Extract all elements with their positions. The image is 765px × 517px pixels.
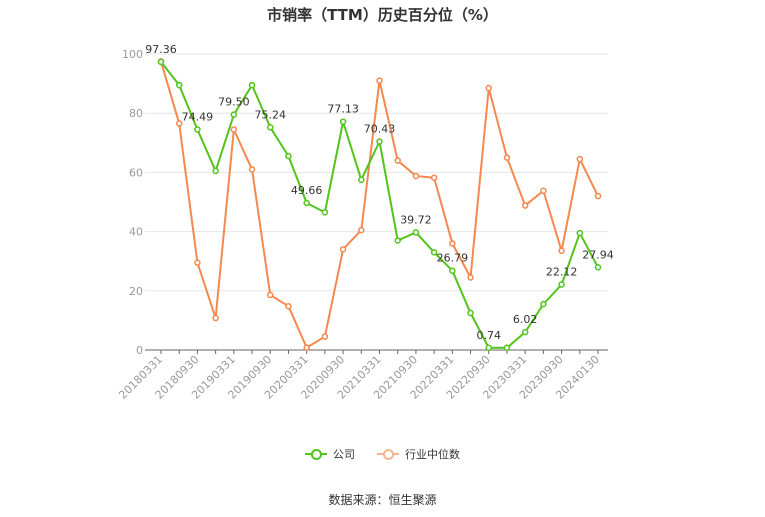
data-point-industry [576,155,584,163]
y-tick-label: 80 [129,107,143,120]
data-point-company [485,344,492,352]
data-point-company [540,300,547,308]
legend-label-industry: 行业中位数 [405,448,460,461]
data-point-industry [540,187,547,195]
data-point-industry [376,77,383,84]
data-point-industry [339,246,347,253]
data-point-industry [230,126,238,133]
legend-item-company[interactable]: 公司 [305,446,355,462]
data-point-industry [558,247,565,255]
data-point-company [558,281,565,288]
data-label-company: 70.43 [364,123,396,136]
data-point-industry [430,174,438,181]
data-point-company [321,209,329,216]
legend-marker-company [305,448,327,460]
data-label-company: 6.02 [513,313,538,326]
data-point-industry [412,172,420,180]
data-point-industry [521,202,529,209]
data-point-industry [267,291,274,299]
legend: 公司 行业中位数 [0,446,765,462]
data-point-company [430,249,438,256]
data-point-company [412,229,420,236]
data-label-company: 77.13 [327,103,359,116]
data-point-industry [303,344,310,351]
data-point-industry [321,333,329,340]
data-label-company: 49.66 [291,184,323,197]
data-point-industry [467,274,474,281]
data-point-company [576,229,584,237]
data-point-company [194,126,201,133]
data-label-company: 22.12 [546,266,578,279]
data-point-industry [175,120,183,127]
data-point-industry [212,314,219,322]
data-point-company [594,264,602,271]
data-label-company: 97.36 [145,43,177,56]
data-point-company [212,167,219,175]
data-point-industry [285,302,292,310]
data-point-company [157,58,165,66]
data-label-company: 0.74 [477,329,502,342]
data-point-company [394,237,401,244]
y-tick-label: 20 [129,285,143,298]
legend-marker-industry [377,448,399,460]
data-point-industry [449,240,456,247]
data-point-company [467,309,474,317]
data-label-company: 79.50 [218,96,250,109]
data-label-company: 27.94 [582,248,614,261]
data-point-company [376,138,383,145]
legend-item-industry[interactable]: 行业中位数 [377,446,460,462]
data-point-industry [358,226,365,234]
data-point-company [521,328,529,336]
data-point-company [303,199,310,207]
data-point-industry [503,154,511,161]
data-point-company [503,344,511,352]
data-point-company [358,176,365,184]
data-point-company [339,118,347,125]
legend-label-company: 公司 [333,448,355,461]
data-point-company [285,152,292,160]
data-point-industry [248,166,256,173]
y-tick-label: 0 [136,344,143,357]
data-point-company [248,81,256,89]
data-point-company [449,267,456,274]
data-point-company [267,124,274,131]
data-source: 数据来源：恒生聚源 [328,493,437,507]
data-label-company: 75.24 [255,108,287,121]
data-label-company: 74.49 [182,111,214,124]
data-point-industry [394,157,401,164]
chart-title: 市销率（TTM）历史百分位（%） [267,6,498,24]
y-tick-label: 40 [129,226,143,239]
y-tick-label: 60 [129,166,143,179]
data-point-industry [485,84,492,92]
data-point-industry [594,192,602,200]
data-point-industry [194,259,201,266]
data-label-company: 39.72 [400,213,432,226]
y-tick-label: 100 [122,48,143,61]
data-label-company: 26.79 [437,252,469,265]
data-point-company [175,81,183,89]
data-point-company [230,111,238,118]
